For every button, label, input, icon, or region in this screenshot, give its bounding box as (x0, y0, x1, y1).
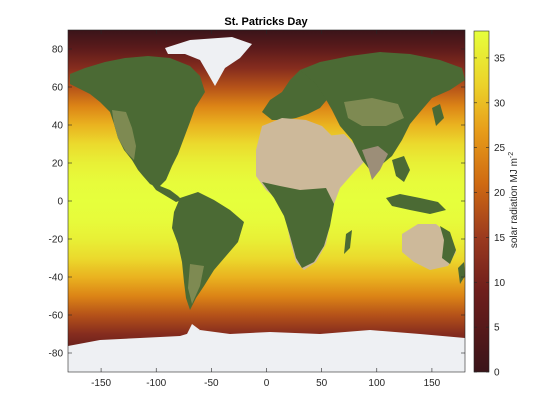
x-tick-label: 50 (316, 378, 328, 389)
colorbar-tick-label: 25 (494, 143, 506, 154)
colorbar-tick-label: 5 (494, 323, 500, 334)
y-tick-label: 0 (57, 197, 63, 208)
y-tick-label: -40 (49, 273, 64, 284)
colorbar-tick-label: 30 (494, 98, 506, 109)
southeast-asia-landmass (392, 156, 410, 182)
colorbar: 0 5 10 15 20 25 30 35 solar radiation MJ m-2 (473, 30, 520, 379)
y-tick-label: 40 (52, 121, 64, 132)
colorbar-tick-label: 20 (494, 188, 506, 199)
colorbar-tick-label: 35 (494, 53, 506, 64)
madagascar-landmass (344, 230, 352, 254)
colorbar-label-superscript: -2 (508, 152, 515, 158)
x-tick-label: -150 (91, 378, 111, 389)
north-america-west-dry (112, 110, 136, 160)
greenland-landmass (165, 37, 252, 86)
y-tick-label: 60 (52, 83, 64, 94)
north-america-landmass (70, 56, 205, 188)
colorbar-label: solar radiation MJ m-2 (508, 152, 520, 248)
y-tick-label: -80 (49, 349, 64, 360)
chart-title: St. Patricks Day (224, 16, 308, 28)
colorbar-gradient (473, 30, 490, 373)
colorbar-tick-label: 10 (494, 278, 506, 289)
colorbar-tick-label: 0 (494, 368, 500, 379)
y-tick-label: -60 (49, 311, 64, 322)
asia-central-dry (344, 98, 404, 126)
south-america-south-dry (188, 264, 204, 304)
antarctica-landmass (68, 330, 465, 372)
australia-east-forest (440, 226, 456, 264)
colorbar-ticks: 0 5 10 15 20 25 30 35 (474, 53, 506, 379)
new-zealand-landmass (458, 262, 465, 284)
x-tick-label: -100 (146, 378, 166, 389)
australia-landmass (402, 224, 456, 270)
antarctic-peninsula (186, 324, 200, 336)
x-tick-label: 0 (264, 378, 270, 389)
y-axis: -80 -60 -40 -20 0 20 40 60 80 (49, 45, 465, 360)
x-tick-label: -50 (204, 378, 219, 389)
central-america-landmass (150, 182, 182, 202)
x-axis: -150 -100 -50 0 50 100 150 (91, 30, 441, 389)
y-tick-label: 80 (52, 45, 64, 56)
plot-area: -150 -100 -50 0 50 100 150 -80 -60 -40 -20 0 20 40 60… (49, 29, 466, 389)
y-tick-label: -20 (49, 235, 64, 246)
y-tick-label: 20 (52, 159, 64, 170)
land-overlay (68, 37, 465, 372)
india-landmass (362, 146, 388, 180)
indonesia-islands (386, 194, 446, 214)
x-tick-label: 150 (424, 378, 441, 389)
colorbar-tick-label: 15 (494, 233, 506, 244)
japan-landmass (432, 104, 444, 126)
x-tick-label: 100 (368, 378, 385, 389)
africa-forest-belt (262, 182, 334, 268)
